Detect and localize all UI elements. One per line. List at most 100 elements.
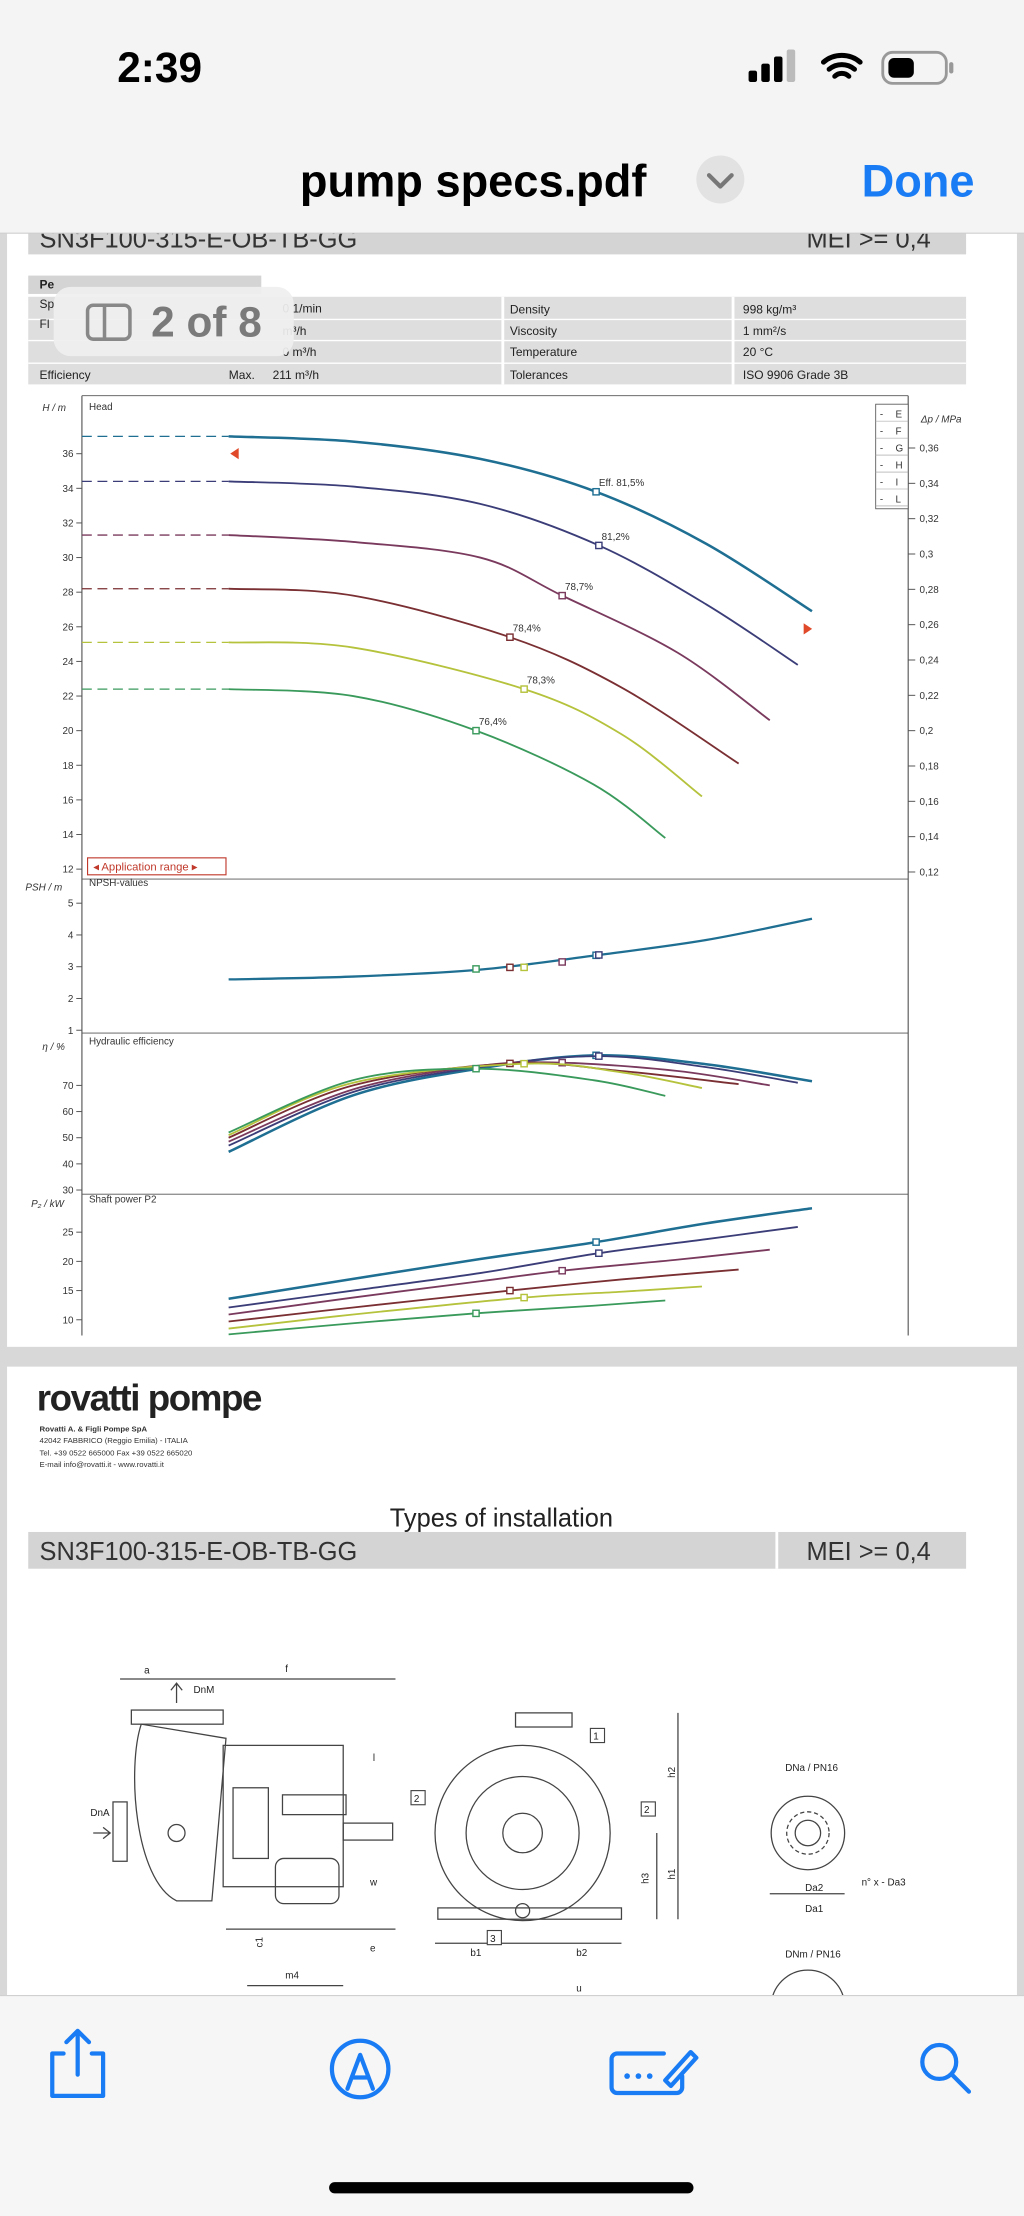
done-button[interactable]: Done: [862, 155, 975, 206]
range-marker: [803, 623, 813, 635]
signal-bar: [761, 63, 770, 82]
bearing: [281, 1794, 347, 1816]
legend-label: F: [895, 427, 901, 438]
y-axis-label: PSH / m: [25, 882, 62, 893]
drawing-label: m4: [285, 1971, 299, 1982]
page-title: Types of installation: [390, 1504, 613, 1532]
y-tick-label: 15: [62, 1286, 73, 1297]
drain: [514, 1903, 531, 1919]
table-value: 0 m³/h: [282, 345, 316, 359]
table-label: Fl: [40, 317, 50, 331]
search-icon: [949, 2072, 972, 2094]
efficiency-label: Eff. 81,5%: [599, 478, 645, 489]
drawing-label: e: [370, 1944, 376, 1955]
y-tick-label: 4: [68, 930, 74, 941]
callout-box: [640, 1801, 656, 1817]
table-label: Efficiency: [40, 368, 91, 382]
legend-label: I: [895, 477, 898, 488]
document-title: pump specs.pdf: [300, 155, 647, 206]
wifi-icon: [820, 52, 863, 79]
drawing-label: 3: [490, 1934, 496, 1945]
efficiency-label: 78,4%: [513, 624, 541, 635]
col-divider: [501, 296, 505, 385]
y-axis-label: P₂ / kW: [31, 1199, 66, 1210]
bep-marker: [558, 958, 566, 966]
drawing-label: 1: [593, 1732, 599, 1743]
efficiency-label: 78,3%: [527, 675, 555, 686]
bep-marker: [506, 1286, 514, 1295]
drawing-label: DNa / PN16: [785, 1763, 838, 1774]
curve: [228, 1226, 798, 1309]
callout-box: [410, 1790, 426, 1806]
signature-dot: [646, 2073, 653, 2079]
drawing-label: DNm / PN16: [785, 1949, 841, 1960]
y-tick-label: 25: [62, 1228, 73, 1239]
curve: [228, 1062, 703, 1136]
y-tick-label: 18: [62, 761, 73, 772]
y2-tick-label: 0,2: [919, 726, 933, 737]
callout-box: [486, 1929, 502, 1946]
y-tick-label: 28: [62, 588, 73, 599]
table-label: Pe: [40, 277, 55, 291]
drawing-label: h2: [667, 1767, 678, 1778]
y-tick-label: 36: [62, 449, 73, 460]
efficiency-label: 81,2%: [602, 532, 630, 543]
bep-marker: [472, 965, 480, 973]
top-bar: 2:39 pump specs.pdf Done: [0, 0, 1024, 234]
y2-tick-label: 0,26: [919, 620, 939, 631]
bep-marker: [558, 591, 566, 600]
curve: [228, 435, 813, 613]
chart-title: Hydraulic efficiency: [89, 1036, 174, 1047]
chart-title: Head: [89, 402, 113, 413]
signature-dot: [624, 2073, 630, 2079]
drawing-label: h1: [667, 1868, 678, 1879]
y2-axis-label: Δp / MPa: [920, 415, 962, 426]
page-icon: [85, 303, 132, 341]
battery-tip: [949, 62, 954, 74]
bore: [794, 1819, 822, 1847]
address-line: 42042 FABBRICO (Reggio Emilia) - ITALIA: [40, 1436, 189, 1445]
y-tick-label: 30: [62, 1186, 73, 1197]
y2-tick-label: 0,12: [919, 868, 938, 879]
y-tick-label: 34: [62, 484, 73, 495]
legend-label: G: [895, 444, 903, 455]
signature-button[interactable]: [609, 2049, 699, 2096]
curve: [228, 1067, 666, 1134]
legend-box: [875, 403, 909, 510]
title-menu[interactable]: [696, 155, 745, 204]
y2-tick-label: 0,18: [919, 762, 939, 773]
table-value: 998 kg/m³: [743, 303, 796, 317]
search-button[interactable]: [920, 2042, 959, 2082]
toolbar-background: [0, 1995, 1024, 2216]
y-tick-label: 10: [62, 1315, 73, 1326]
bep-marker: [558, 1058, 566, 1067]
bep-marker: [520, 1293, 528, 1302]
efficiency-label: 78,7%: [565, 582, 593, 593]
home-indicator: [329, 2182, 694, 2194]
coupling: [232, 1787, 269, 1860]
share-button[interactable]: [50, 2028, 106, 2098]
flange: [130, 1709, 224, 1725]
y-tick-label: 20: [62, 1257, 73, 1268]
y-tick-label: 1: [68, 1026, 74, 1037]
bep-marker: [595, 541, 603, 550]
bolt-circle: [786, 1811, 830, 1855]
table-value: 1 mm²/s: [743, 324, 786, 338]
application-range-box: [87, 857, 227, 876]
table-value: 20 °C: [743, 345, 773, 359]
chart-title: NPSH-values: [89, 878, 148, 889]
bep-marker: [472, 1064, 480, 1073]
legend-dash: -: [880, 477, 883, 488]
y-tick-label: 30: [62, 553, 73, 564]
markup-button[interactable]: [329, 2038, 391, 2100]
bep-marker: [592, 487, 600, 496]
drawing-label: DnA: [90, 1808, 110, 1819]
y2-tick-label: 0,14: [919, 832, 939, 843]
legend-label: E: [895, 410, 902, 421]
table-label: Viscosity: [510, 324, 557, 338]
y2-tick-label: 0,16: [919, 797, 939, 808]
drawing-label: w: [369, 1877, 378, 1888]
bep-marker: [595, 951, 603, 959]
cover: [465, 1775, 580, 1891]
